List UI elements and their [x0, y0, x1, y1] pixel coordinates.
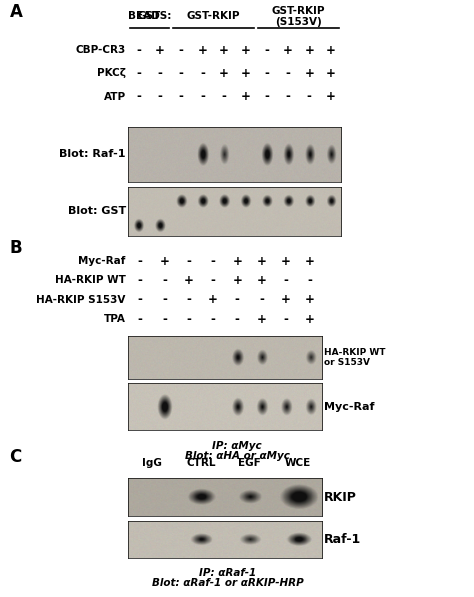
Text: -: -	[136, 90, 141, 103]
Text: +: +	[184, 274, 194, 287]
Text: -: -	[308, 274, 313, 287]
Text: CBP-CR3: CBP-CR3	[75, 45, 126, 55]
Text: -: -	[200, 67, 205, 80]
Text: +: +	[281, 254, 291, 267]
Text: +: +	[304, 44, 314, 57]
Text: -: -	[210, 313, 216, 326]
Text: +: +	[159, 254, 169, 267]
Text: Blot: Raf-1: Blot: Raf-1	[59, 149, 126, 159]
Text: HA-RKIP S153V: HA-RKIP S153V	[36, 295, 126, 305]
Text: -: -	[264, 44, 269, 57]
Text: +: +	[304, 67, 314, 80]
Text: -: -	[157, 67, 163, 80]
Text: +: +	[240, 44, 250, 57]
Text: -: -	[210, 274, 216, 287]
Text: +: +	[283, 44, 293, 57]
Text: +: +	[256, 313, 266, 326]
Text: Blot: αRaf-1 or αRKIP-HRP: Blot: αRaf-1 or αRKIP-HRP	[152, 578, 303, 589]
Text: -: -	[179, 90, 184, 103]
Text: +: +	[305, 313, 315, 326]
Text: +: +	[281, 294, 291, 306]
Text: CTRL: CTRL	[186, 458, 216, 468]
Text: HA-RKIP WT: HA-RKIP WT	[55, 275, 126, 285]
Text: +: +	[305, 254, 315, 267]
Text: +: +	[232, 274, 242, 287]
Text: Myc-Raf: Myc-Raf	[324, 402, 375, 411]
Text: +: +	[326, 44, 336, 57]
Text: -: -	[283, 313, 288, 326]
Text: TPA: TPA	[104, 315, 126, 324]
Text: ATP: ATP	[104, 92, 126, 101]
Text: -: -	[136, 44, 141, 57]
Text: +: +	[256, 274, 266, 287]
Text: -: -	[136, 67, 141, 80]
Text: Raf-1: Raf-1	[324, 533, 362, 546]
Text: -: -	[307, 90, 312, 103]
Text: IP: αMyc: IP: αMyc	[212, 441, 262, 451]
Text: WCE: WCE	[285, 458, 311, 468]
Text: GST-RKIP
(S153V): GST-RKIP (S153V)	[272, 5, 325, 27]
Text: IP: αRaf-1: IP: αRaf-1	[199, 568, 256, 578]
Text: -: -	[210, 254, 216, 267]
Text: -: -	[264, 67, 269, 80]
Text: -: -	[162, 294, 167, 306]
Text: RKIP: RKIP	[324, 491, 357, 503]
Text: -: -	[157, 90, 163, 103]
Text: +: +	[208, 294, 218, 306]
Text: Blot: GST: Blot: GST	[68, 207, 126, 216]
Text: -: -	[186, 254, 191, 267]
Text: BEADS:: BEADS:	[128, 11, 172, 21]
Text: GST-RKIP: GST-RKIP	[187, 11, 240, 21]
Text: +: +	[155, 44, 165, 57]
Text: -: -	[259, 294, 264, 306]
Text: -: -	[137, 294, 143, 306]
Text: HA-RKIP WT
or S153V: HA-RKIP WT or S153V	[324, 347, 386, 367]
Text: +: +	[240, 67, 250, 80]
Text: A: A	[9, 3, 22, 21]
Text: EGF: EGF	[238, 458, 261, 468]
Text: +: +	[326, 67, 336, 80]
Text: -: -	[235, 294, 240, 306]
Text: B: B	[9, 239, 22, 257]
Text: -: -	[264, 90, 269, 103]
Text: -: -	[162, 313, 167, 326]
Text: +: +	[305, 294, 315, 306]
Text: -: -	[235, 313, 240, 326]
Text: -: -	[137, 313, 143, 326]
Text: C: C	[9, 448, 22, 466]
Text: +: +	[198, 44, 208, 57]
Text: -: -	[137, 274, 143, 287]
Text: -: -	[137, 254, 143, 267]
Text: +: +	[219, 67, 229, 80]
Text: +: +	[256, 254, 266, 267]
Text: GST: GST	[137, 11, 161, 21]
Text: +: +	[326, 90, 336, 103]
Text: -: -	[285, 90, 291, 103]
Text: PKCζ: PKCζ	[97, 69, 126, 78]
Text: -: -	[200, 90, 205, 103]
Text: +: +	[232, 254, 242, 267]
Text: +: +	[240, 90, 250, 103]
Text: -: -	[179, 67, 184, 80]
Text: -: -	[186, 313, 191, 326]
Text: -: -	[221, 90, 227, 103]
Text: Myc-Raf: Myc-Raf	[78, 256, 126, 266]
Text: Blot: αHA or αMyc: Blot: αHA or αMyc	[184, 451, 290, 461]
Text: -: -	[162, 274, 167, 287]
Text: -: -	[179, 44, 184, 57]
Text: IgG: IgG	[142, 458, 162, 468]
Text: -: -	[186, 294, 191, 306]
Text: -: -	[283, 274, 288, 287]
Text: +: +	[219, 44, 229, 57]
Text: -: -	[285, 67, 291, 80]
